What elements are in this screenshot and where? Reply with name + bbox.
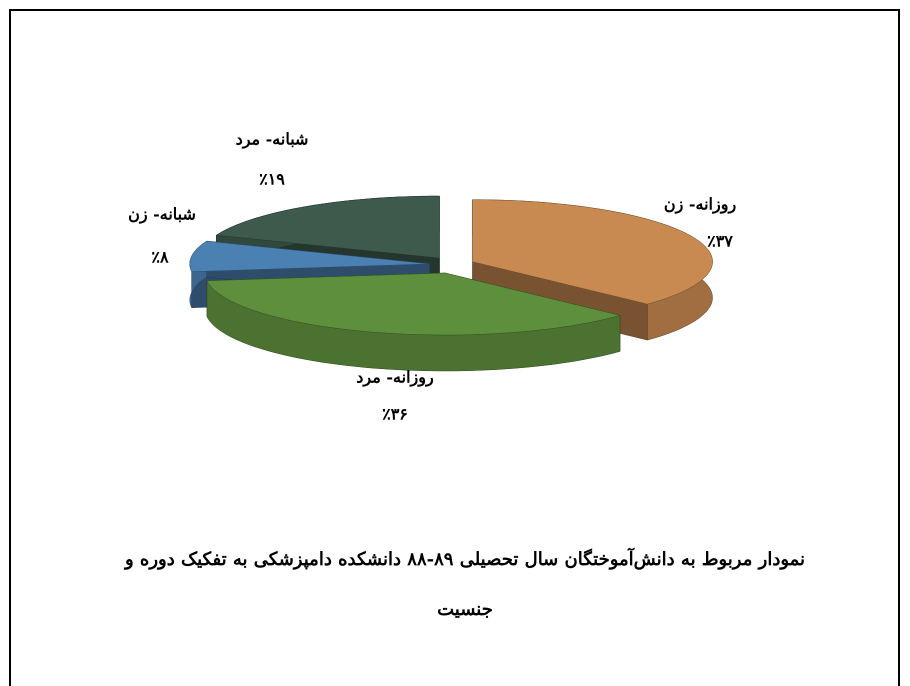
value-label: ٪۱۹ xyxy=(259,170,285,189)
slice xyxy=(189,240,430,272)
frame xyxy=(9,9,900,686)
slice xyxy=(472,199,713,305)
category-label: شبانه- زن xyxy=(128,205,196,225)
slice xyxy=(215,195,440,259)
value-label: ٪۸ xyxy=(151,248,169,267)
value-label: ٪۳۶ xyxy=(382,405,408,424)
category-label: شبانه- مرد xyxy=(236,130,309,150)
chart-title: نمودار مربوط به دانش‌آموختگان سال تحصیلی… xyxy=(124,549,806,620)
value-label: ٪۳۷ xyxy=(707,232,733,251)
slice xyxy=(206,272,621,336)
category-label: روزانه- مرد xyxy=(356,368,434,388)
labels: روزانه- زن ٪۳۷ روزانه- مرد ٪۳۶ شبانه- زن ٪۸ شب… xyxy=(128,130,736,424)
pie xyxy=(189,195,713,372)
category-label: روزانه- زن xyxy=(664,195,737,215)
